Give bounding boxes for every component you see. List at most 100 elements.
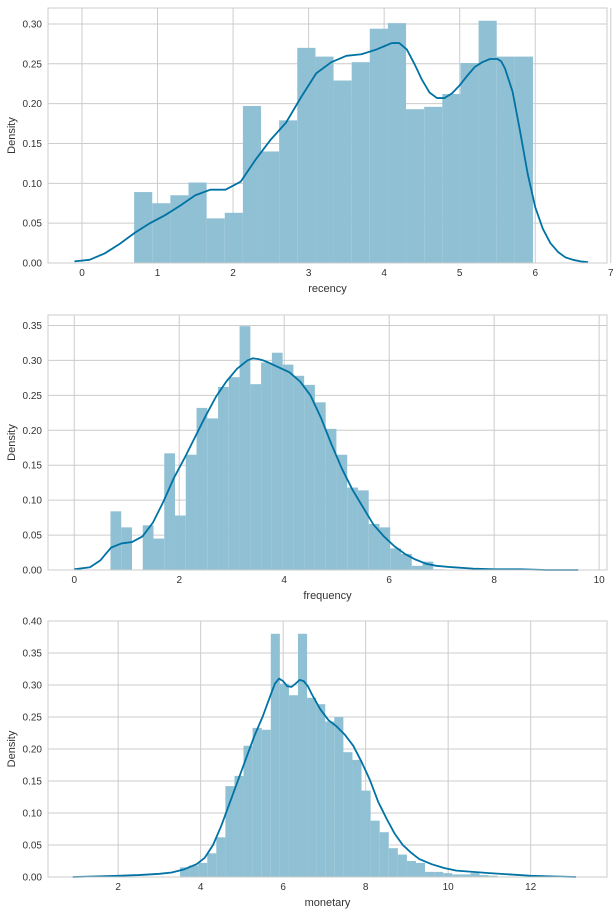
histogram-bar <box>270 633 280 877</box>
histogram-bar <box>225 786 235 877</box>
y-tick-label: 0.25 <box>23 391 43 402</box>
histogram-bar <box>400 553 412 570</box>
histogram-bar <box>460 62 479 263</box>
x-tick-label: 12 <box>525 882 537 893</box>
histogram-bar <box>316 704 326 877</box>
histogram-bar <box>142 525 154 570</box>
y-tick-label: 0.05 <box>23 841 43 852</box>
x-tick-label: 3 <box>306 268 312 279</box>
histogram-bar <box>216 837 226 877</box>
kde-line <box>72 677 577 878</box>
x-tick-label: 10 <box>594 575 606 586</box>
y-tick-label: 0.00 <box>23 566 43 577</box>
y-tick-label: 0.10 <box>23 809 43 820</box>
histogram-bar <box>496 56 515 263</box>
histogram-bar <box>206 218 225 263</box>
y-tick-label: 0.40 <box>23 617 43 628</box>
histogram-bar <box>152 203 171 263</box>
histogram-bar <box>352 759 362 877</box>
x-tick-label: 0 <box>71 575 77 586</box>
histogram-bar <box>196 407 208 570</box>
histogram-bar <box>297 47 316 263</box>
histogram-bar <box>207 853 217 877</box>
histogram-bar <box>434 871 444 877</box>
y-axis-label: Density <box>6 117 18 154</box>
x-tick-label: 4 <box>198 882 204 893</box>
x-tick-label: 8 <box>363 882 369 893</box>
y-tick-label: 0.00 <box>23 873 43 884</box>
plot-frame <box>47 7 608 264</box>
y-tick-label: 0.35 <box>23 321 43 332</box>
chart-panel-monetary: 0.00 0.05 0.10 0.15 0.20 0.25 0.30 0.35 0.40 2 4 6 8… <box>6 617 608 909</box>
histogram-bar <box>293 375 305 570</box>
histogram-bar <box>218 386 229 570</box>
histogram-bar <box>314 402 326 570</box>
x-tick-label: 2 <box>176 575 182 586</box>
y-axis-label: Density <box>6 424 18 461</box>
histogram-bar <box>415 862 426 877</box>
histogram-bar <box>379 527 391 570</box>
y-tick-label: 0.30 <box>23 19 43 30</box>
histogram-bar <box>369 28 388 263</box>
histogram-bar <box>479 875 489 877</box>
histogram-bar <box>175 515 186 570</box>
y-tick-label: 0.20 <box>23 745 43 756</box>
plot-frame <box>47 314 608 571</box>
x-tick-label: 4 <box>381 268 387 279</box>
histogram-bar <box>282 364 294 570</box>
x-axis-label: frequency <box>303 590 352 602</box>
x-tick-label: 2 <box>115 882 121 893</box>
histogram-bar <box>347 487 358 570</box>
histogram-bar <box>189 865 199 877</box>
histogram-bar <box>304 384 315 570</box>
x-tick-label: 7 <box>608 268 613 279</box>
histogram-bar <box>207 418 219 570</box>
histogram-bar <box>288 695 299 877</box>
histogram-bar <box>336 454 348 570</box>
y-tick-label: 0.10 <box>23 179 43 190</box>
x-tick-label: 1 <box>155 268 161 279</box>
histogram-bar <box>315 56 334 263</box>
x-tick-label: 6 <box>532 268 538 279</box>
histogram-bar <box>228 377 240 570</box>
y-tick-label: 0.00 <box>23 259 43 270</box>
y-tick-label: 0.25 <box>23 713 43 724</box>
histogram-bar <box>185 454 197 570</box>
plot-frame <box>47 620 608 878</box>
y-tick-label: 0.05 <box>23 531 43 542</box>
histogram-bar <box>170 195 189 263</box>
y-tick-label: 0.30 <box>23 681 43 692</box>
y-tick-label: 0.15 <box>23 461 43 472</box>
x-tick-label: 10 <box>443 882 455 893</box>
histogram-bar <box>452 874 462 877</box>
y-tick-label: 0.15 <box>23 777 43 788</box>
histogram-bar <box>361 790 371 877</box>
histogram-bar <box>239 326 251 570</box>
x-tick-label: 8 <box>491 575 497 586</box>
x-tick-label: 5 <box>457 268 463 279</box>
histogram-bar <box>461 874 471 877</box>
histogram-bar <box>250 384 262 570</box>
y-tick-label: 0.10 <box>23 496 43 507</box>
histogram-bar <box>180 867 190 877</box>
histogram-bar <box>271 352 283 570</box>
histogram-bar <box>397 854 407 877</box>
histogram-bar <box>242 106 262 263</box>
histogram-bar <box>198 862 208 877</box>
histogram-bar <box>153 538 165 570</box>
y-tick-label: 0.15 <box>23 139 43 150</box>
histogram-bar <box>343 752 353 877</box>
chart-panel-frequency: 0.00 0.05 0.10 0.15 0.20 0.25 0.30 0.35 0 2 4 6 8 10 f… <box>6 314 608 602</box>
histogram-bar <box>234 775 244 877</box>
x-tick-label: 4 <box>281 575 287 586</box>
histogram-bar <box>470 873 480 877</box>
histogram-bar <box>379 832 389 877</box>
histogram-bar <box>325 428 337 570</box>
chart-panel-recency: 0.00 0.05 0.10 0.15 0.20 0.25 0.30 0 1 2 3 4 5 6 7 rece… <box>6 7 613 295</box>
histogram-bar <box>279 120 298 263</box>
histogram-bar <box>298 633 308 877</box>
histogram-bar <box>188 182 207 263</box>
histogram-bar <box>351 62 370 263</box>
histogram-bar <box>110 511 122 570</box>
y-tick-label: 0.25 <box>23 59 43 70</box>
